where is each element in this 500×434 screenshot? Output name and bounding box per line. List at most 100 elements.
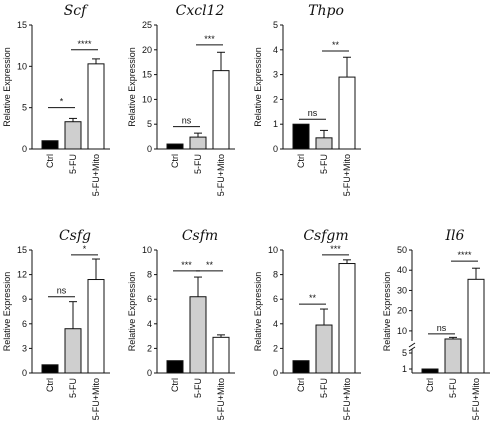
y-axis-label: Relative Expression <box>127 47 137 127</box>
chart-panel-3: Thpo Relative Expression 0 1 2 3 4 5 Ctrl 5-FU 5-F… <box>253 3 361 196</box>
y-tick-label: 4 <box>273 319 278 329</box>
chart-panel-5: Csfm Relative Expression 0 2 4 6 8 10 Ctrl 5-FU 5-… <box>127 228 235 420</box>
y-tick-label: 20 <box>397 306 407 316</box>
y-tick-label: 10 <box>142 94 152 104</box>
significance-label: *** <box>204 34 215 44</box>
bar-3 <box>87 279 105 374</box>
y-tick-label: 2 <box>147 343 152 353</box>
chart-title: Csfgm <box>303 228 348 244</box>
x-tick-label: 5-FU <box>68 154 78 174</box>
y-axis-label: Relative Expression <box>253 272 263 352</box>
chart-title: Csfg <box>59 228 91 244</box>
x-tick-label: 5-FU+Mito <box>216 154 226 196</box>
x-tick-label: Ctrl <box>45 154 55 168</box>
significance-label: ** <box>332 40 340 50</box>
y-tick-label: 1 <box>273 119 278 129</box>
bar-2 <box>64 121 82 150</box>
significance-label: *** <box>330 244 341 254</box>
bar-1 <box>41 140 59 150</box>
chart-panel-1: Scf Relative Expression 0 5 10 15 Ctrl 5-FU 5-FU… <box>2 3 110 196</box>
significance-label: *** <box>181 260 192 270</box>
bar-1 <box>166 360 184 374</box>
bar-2 <box>315 324 333 374</box>
y-tick-label: 5 <box>22 103 27 113</box>
y-axis-label: Relative Expression <box>253 47 263 127</box>
y-tick-label: 2 <box>273 343 278 353</box>
bar-1 <box>421 368 439 374</box>
x-tick-label: 5-FU <box>193 154 203 174</box>
chart-panel-2: Cxcl12 Relative Expression 0 5 10 15 20 25 Ctrl 5… <box>127 3 235 196</box>
y-tick-label: 6 <box>22 319 27 329</box>
y-tick-label: 20 <box>142 45 152 55</box>
chart-panel-7: Il6 Relative Expression 1 5 10 20 30 40 50 Ctrl 5-… <box>382 228 490 420</box>
y-tick-label: 15 <box>142 70 152 80</box>
bar-1 <box>292 123 310 150</box>
x-tick-label: 5-FU+Mito <box>91 378 101 420</box>
significance-label: ** <box>206 260 214 270</box>
y-tick-label: 30 <box>397 285 407 295</box>
y-tick-label: 8 <box>147 270 152 280</box>
bar-3 <box>212 336 230 374</box>
significance-label: ns <box>437 323 447 333</box>
y-tick-label: 10 <box>142 245 152 255</box>
bar-3 <box>338 76 356 150</box>
y-tick-label: 4 <box>273 45 278 55</box>
x-tick-label: Ctrl <box>45 378 55 392</box>
bar-2 <box>64 328 82 374</box>
bar-3 <box>467 278 485 374</box>
x-tick-label: 5-FU+Mito <box>342 154 352 196</box>
axis-break-mark <box>408 342 416 348</box>
y-tick-label: 3 <box>22 343 27 353</box>
y-axis-label: Relative Expression <box>2 272 12 352</box>
y-tick-label: 0 <box>273 368 278 378</box>
y-tick-label: 10 <box>268 245 278 255</box>
significance-label: ns <box>57 286 67 296</box>
x-tick-label: 5-FU+Mito <box>342 378 352 420</box>
bar-1 <box>166 143 184 150</box>
y-tick-label: 2 <box>273 94 278 104</box>
y-tick-label: 0 <box>22 368 27 378</box>
y-tick-label: 9 <box>22 294 27 304</box>
significance-label: * <box>83 244 87 254</box>
y-tick-label: 5 <box>402 348 407 358</box>
y-tick-label: 12 <box>17 270 27 280</box>
x-tick-label: Ctrl <box>296 378 306 392</box>
y-tick-label: 8 <box>273 270 278 280</box>
bar-2 <box>444 338 462 374</box>
y-tick-label: 15 <box>17 20 27 30</box>
bar-3 <box>212 70 230 150</box>
y-tick-label: 1 <box>402 364 407 374</box>
y-tick-label: 0 <box>147 144 152 154</box>
y-tick-label: 0 <box>147 368 152 378</box>
y-tick-label: 3 <box>273 70 278 80</box>
y-tick-label: 4 <box>147 319 152 329</box>
x-tick-label: 5-FU <box>68 378 78 398</box>
chart-title: Thpo <box>308 3 344 19</box>
x-tick-label: 5-FU <box>448 378 458 398</box>
x-tick-label: 5-FU+Mito <box>471 378 481 420</box>
y-axis-label: Relative Expression <box>127 272 137 352</box>
x-tick-label: 5-FU <box>319 378 329 398</box>
bar-2 <box>189 136 207 150</box>
bar-1 <box>41 364 59 374</box>
bar-3 <box>338 263 356 374</box>
x-tick-label: 5-FU <box>319 154 329 174</box>
significance-label: ** <box>309 293 317 303</box>
x-tick-label: 5-FU+Mito <box>216 378 226 420</box>
y-tick-label: 15 <box>17 245 27 255</box>
chart-panel-6: Csfgm Relative Expression 0 2 4 6 8 10 Ctrl 5-FU 5… <box>253 228 361 420</box>
x-tick-label: Ctrl <box>170 154 180 168</box>
bar-2 <box>189 296 207 374</box>
y-axis-label: Relative Expression <box>382 272 392 352</box>
y-tick-label: 6 <box>147 294 152 304</box>
y-tick-label: 10 <box>397 326 407 336</box>
x-tick-label: Ctrl <box>296 154 306 168</box>
axis-break-mark <box>408 346 416 352</box>
x-tick-label: Ctrl <box>170 378 180 392</box>
bar-2 <box>315 137 333 150</box>
bar-3 <box>87 63 105 150</box>
y-axis-label: Relative Expression <box>2 47 12 127</box>
x-tick-label: 5-FU+Mito <box>91 154 101 196</box>
significance-label: **** <box>77 39 92 49</box>
